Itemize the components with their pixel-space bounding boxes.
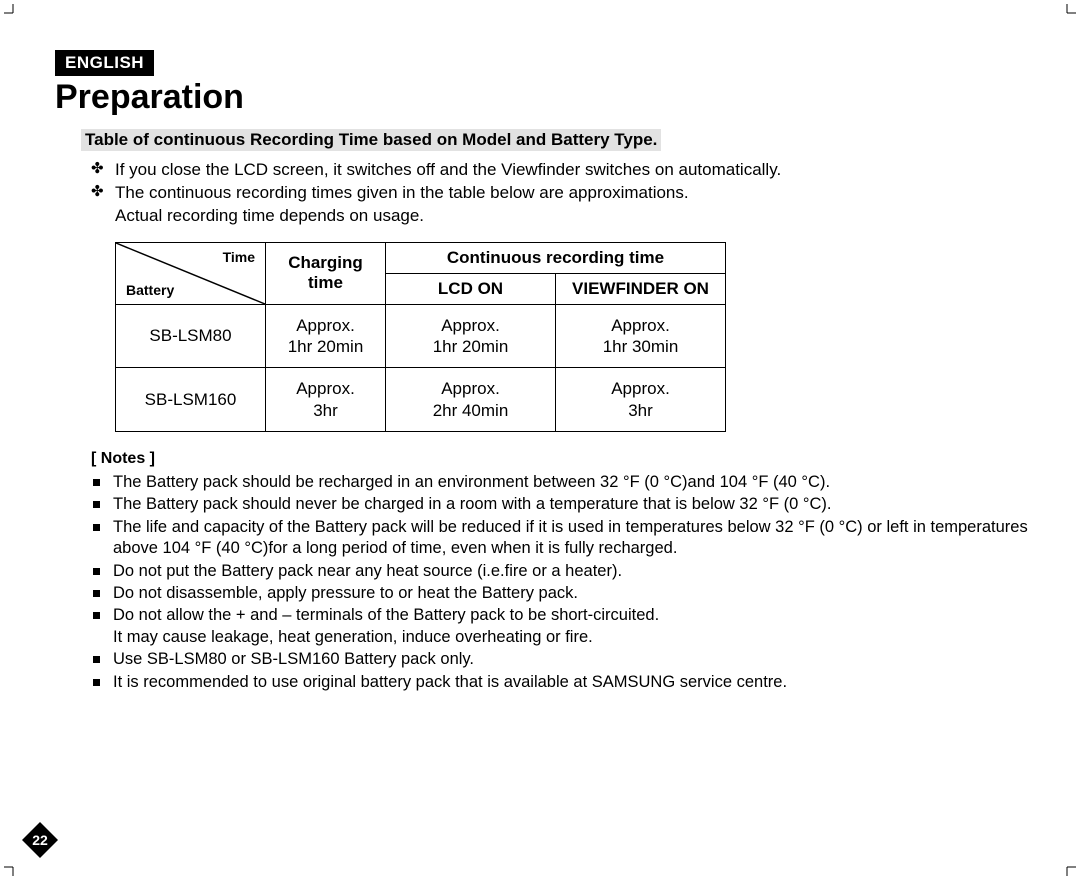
table-row: SB-LSM80 Approx.1hr 20min Approx.1hr 20m…	[116, 304, 726, 368]
note-item: It is recommended to use original batter…	[91, 672, 1040, 693]
note-item: The life and capacity of the Battery pac…	[91, 517, 1040, 560]
crop-mark-tr	[1058, 4, 1076, 22]
notes-heading: [ Notes ]	[91, 450, 1040, 468]
language-badge: ENGLISH	[55, 50, 154, 76]
note-item: The Battery pack should never be charged…	[91, 494, 1040, 515]
intro-bullet-list: If you close the LCD screen, it switches…	[91, 159, 1040, 228]
note-item: Do not put the Battery pack near any hea…	[91, 561, 1040, 582]
intro-bullet: The continuous recording times given in …	[91, 182, 1040, 228]
viewfinder-header: VIEWFINDER ON	[556, 273, 726, 304]
charging-header: Charging time	[266, 242, 386, 304]
crop-mark-bl	[4, 858, 22, 876]
note-item: The Battery pack should be recharged in …	[91, 472, 1040, 493]
vf-cell: Approx.1hr 30min	[556, 304, 726, 368]
charging-cell: Approx.1hr 20min	[266, 304, 386, 368]
table-row: SB-LSM160 Approx.3hr Approx.2hr 40min Ap…	[116, 368, 726, 432]
crop-mark-br	[1058, 858, 1076, 876]
continuous-header: Continuous recording time	[386, 242, 726, 273]
note-item: Use SB-LSM80 or SB-LSM160 Battery pack o…	[91, 649, 1040, 670]
crop-mark-tl	[4, 4, 22, 22]
table-diagonal-header: Time Battery	[116, 242, 266, 304]
notes-list: The Battery pack should be recharged in …	[91, 472, 1040, 693]
lcd-header: LCD ON	[386, 273, 556, 304]
note-item: Do not disassemble, apply pressure to or…	[91, 583, 1040, 604]
battery-cell: SB-LSM160	[116, 368, 266, 432]
lcd-cell: Approx.2hr 40min	[386, 368, 556, 432]
lcd-cell: Approx.1hr 20min	[386, 304, 556, 368]
battery-cell: SB-LSM80	[116, 304, 266, 368]
page-number: 22	[20, 820, 60, 860]
intro-bullet: If you close the LCD screen, it switches…	[91, 159, 1040, 182]
table-caption: Table of continuous Recording Time based…	[81, 129, 661, 151]
page-number-badge: 22	[20, 820, 60, 860]
note-item: Do not allow the + and – terminals of th…	[91, 605, 1040, 648]
vf-cell: Approx.3hr	[556, 368, 726, 432]
section-title: Preparation	[55, 78, 1040, 117]
charging-cell: Approx.3hr	[266, 368, 386, 432]
diag-header-top: Time	[223, 249, 255, 265]
diag-header-bottom: Battery	[126, 282, 174, 298]
recording-time-table: Time Battery Charging time Continuous re…	[115, 242, 726, 432]
